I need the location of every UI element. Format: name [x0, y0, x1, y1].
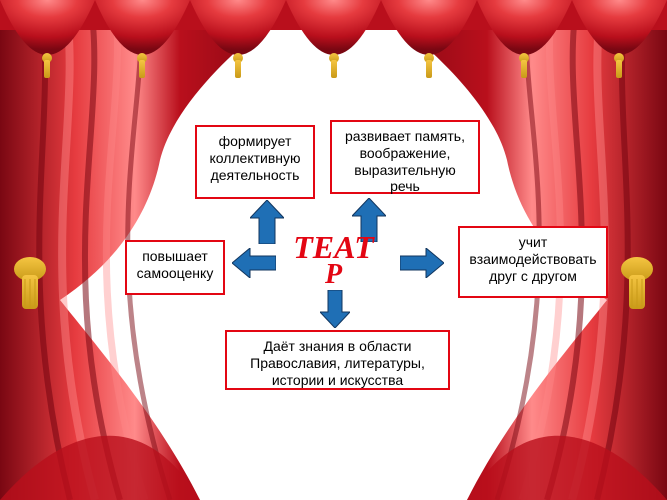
- box-top-right: развивает память, воображение, выразител…: [330, 120, 480, 194]
- box-right: учит взаимодействовать друг с другом: [458, 226, 608, 298]
- arrow-right: [400, 248, 444, 278]
- box-bottom: Даёт знания в области Православия, литер…: [225, 330, 450, 390]
- curtain-valance: [0, 0, 667, 105]
- stage-root: ТЕАТ Р формирует коллективную деятельнос…: [0, 0, 667, 500]
- box-top-left-text: формирует коллективную деятельность: [209, 133, 300, 183]
- box-right-text: учит взаимодействовать друг с другом: [469, 234, 596, 284]
- center-title-line2: Р: [293, 262, 374, 287]
- arrow-down: [320, 290, 350, 328]
- box-left-text: повышает самооценку: [137, 248, 214, 281]
- arrow-left: [232, 248, 276, 278]
- center-title: ТЕАТ Р: [293, 233, 374, 287]
- box-bottom-text: Даёт знания в области Православия, литер…: [250, 338, 425, 388]
- arrow-up-left: [250, 200, 284, 244]
- curtain-tie-left: [12, 255, 48, 315]
- box-top-left: формирует коллективную деятельность: [195, 125, 315, 199]
- box-left: повышает самооценку: [125, 240, 225, 295]
- box-top-right-text: развивает память, воображение, выразител…: [345, 128, 465, 194]
- curtain-tie-right: [619, 255, 655, 315]
